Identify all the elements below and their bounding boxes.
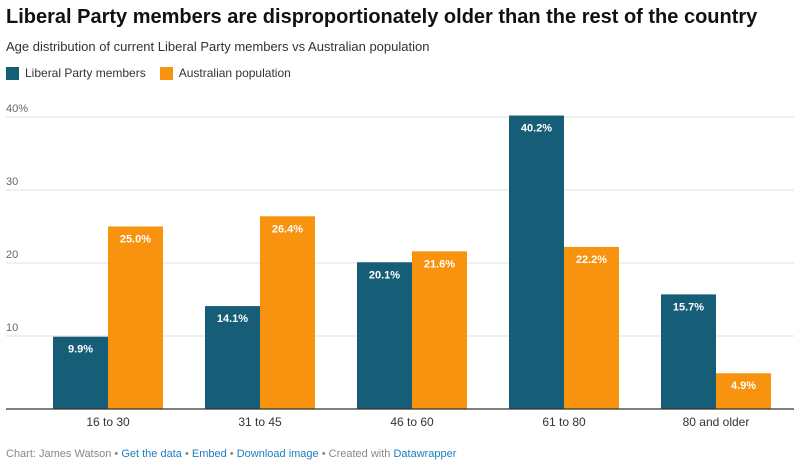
embed-link[interactable]: Embed	[191, 448, 227, 460]
data-label-liberal-3: 40.2%	[521, 123, 552, 135]
bar-liberal-1	[205, 306, 260, 409]
bar-population-0	[108, 226, 163, 409]
footer-credit: Chart: James Watson	[6, 448, 112, 460]
datawrapper-link[interactable]: Datawrapper	[393, 448, 457, 460]
legend: Liberal Party members Australian populat…	[6, 66, 305, 80]
legend-swatch-population	[159, 66, 173, 80]
data-label-population-1: 26.4%	[272, 223, 303, 235]
bar-liberal-0	[53, 336, 108, 409]
footer-sep-3: •	[229, 448, 234, 460]
legend-swatch-liberal	[6, 66, 19, 80]
footer-sep-1: •	[114, 448, 119, 460]
x-tick-label-3: 61 to 80	[542, 415, 586, 429]
chart-title: Liberal Party members are disproportiona…	[6, 6, 758, 28]
download-image-link[interactable]: Download image	[236, 448, 319, 460]
y-tick-label-40: 40%	[6, 103, 28, 115]
data-label-liberal-0: 9.9%	[68, 344, 93, 356]
bar-liberal-3	[509, 115, 564, 409]
legend-item-liberal: Liberal Party members	[6, 66, 146, 80]
get-data-link[interactable]: Get the data	[121, 448, 182, 460]
chart-subtitle: Age distribution of current Liberal Part…	[6, 39, 430, 54]
x-tick-label-2: 46 to 60	[390, 415, 434, 429]
footer-sep-4: •	[321, 448, 326, 460]
data-label-liberal-2: 20.1%	[369, 269, 400, 281]
bar-liberal-2	[357, 262, 412, 409]
legend-label-population: Australian population	[178, 66, 291, 80]
data-label-population-2: 21.6%	[424, 258, 455, 270]
x-tick-label-4: 80 and older	[683, 415, 750, 429]
x-tick-label-1: 31 to 45	[238, 415, 282, 429]
bar-population-2	[412, 251, 467, 409]
data-label-liberal-1: 14.1%	[217, 313, 248, 325]
footer-created-with: Created with	[328, 448, 391, 460]
bar-liberal-4	[661, 294, 716, 409]
legend-item-population: Australian population	[159, 66, 291, 80]
x-tick-label-0: 16 to 30	[86, 415, 130, 429]
bar-chart: 10 20 30 40% 9.9% 25.0% 16 to 30 14.1% 26.4% 31 t…	[6, 103, 794, 429]
data-label-population-4: 4.9%	[731, 380, 756, 392]
footer-sep-2: •	[184, 448, 189, 460]
data-label-population-0: 25.0%	[120, 234, 151, 246]
bar-population-3	[564, 246, 619, 409]
data-label-liberal-4: 15.7%	[673, 301, 704, 313]
y-tick-label-20: 20	[6, 249, 18, 261]
legend-label-liberal: Liberal Party members	[25, 66, 146, 80]
y-tick-label-30: 30	[6, 176, 18, 188]
data-label-population-3: 22.2%	[576, 254, 607, 266]
y-tick-label-10: 10	[6, 322, 18, 334]
bar-population-1	[260, 216, 315, 409]
footer: Chart: James Watson • Get the data • Emb…	[6, 448, 456, 460]
bar-population-4	[716, 373, 771, 409]
